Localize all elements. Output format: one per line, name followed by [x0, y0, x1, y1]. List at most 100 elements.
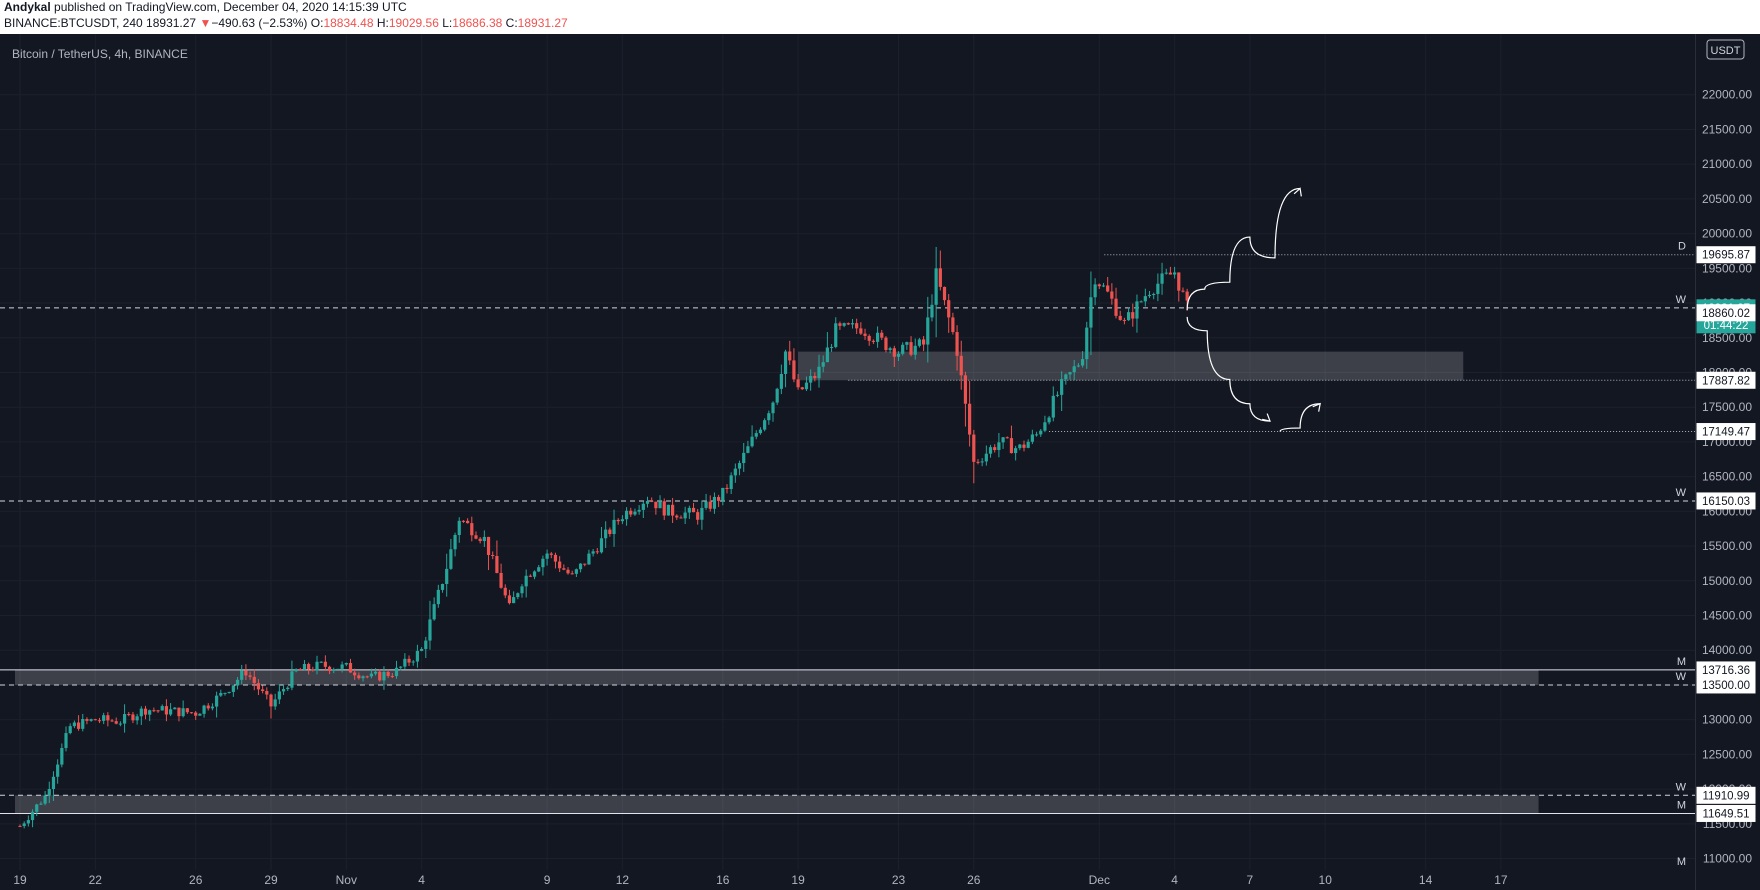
candle-body — [1018, 444, 1022, 449]
candle-body — [783, 351, 788, 374]
x-tick-label: 7 — [1247, 873, 1254, 887]
candle-body — [428, 619, 432, 641]
candle-body — [219, 692, 223, 696]
candle-body — [89, 719, 93, 721]
level-price-label — [1696, 246, 1756, 264]
candle-body — [382, 671, 386, 681]
candle-body — [804, 382, 809, 390]
author-name[interactable]: Andykal — [4, 0, 51, 14]
projection-up-arrow-head — [1293, 187, 1302, 197]
candle-body — [223, 692, 227, 694]
candle-body — [650, 500, 654, 502]
candle-body — [298, 669, 302, 671]
candle-body — [1185, 291, 1189, 301]
x-tick-label: 14 — [1419, 873, 1433, 887]
candle-body — [968, 403, 972, 435]
candle-body — [1026, 441, 1030, 448]
candle-body — [909, 342, 913, 355]
candle-body — [549, 553, 553, 555]
level-price-label-text: 17887.82 — [1702, 375, 1750, 387]
open-label: O: — [310, 16, 324, 30]
candle-body — [365, 676, 369, 678]
candle-body — [679, 517, 683, 519]
candle-body — [566, 569, 570, 574]
candle-body — [466, 520, 470, 524]
level-price-label — [1696, 786, 1756, 804]
support-zone — [798, 351, 1464, 381]
currency-badge[interactable] — [1706, 39, 1745, 60]
ohlc-line: BINANCE:BTCUSDT, 240 18931.27 ▼−490.63 (… — [4, 16, 568, 31]
symbol-label[interactable]: BINANCE:BTCUSDT, 240 — [4, 16, 143, 30]
candle-body — [859, 328, 863, 334]
candle-body — [963, 375, 968, 404]
candle-body — [407, 658, 411, 663]
candle-body — [574, 569, 578, 574]
candle-body — [997, 442, 1001, 451]
candle-body — [361, 676, 365, 679]
candle-body — [432, 604, 436, 620]
candle-body — [185, 708, 189, 713]
candle-body — [93, 719, 97, 721]
candle-body — [256, 683, 261, 690]
candle-body — [524, 575, 528, 587]
candle-body — [541, 558, 545, 568]
candle-body — [671, 504, 675, 516]
candle-body — [800, 387, 804, 390]
candle-body — [97, 720, 102, 722]
level-price-label-text: 16150.03 — [1702, 496, 1750, 508]
candle-body — [637, 509, 641, 512]
candle-body — [850, 323, 855, 325]
time-axis[interactable]: 19 22 26 29 Nov 4 9 12 16 19 23 26 Dec 4 7 10 14 17 — [13, 873, 1508, 887]
candle-body — [386, 671, 390, 676]
candle-body — [281, 689, 286, 692]
candle-body — [357, 675, 361, 679]
candle-body — [1173, 272, 1177, 275]
candle-body — [767, 413, 771, 421]
x-tick-label: 12 — [616, 873, 630, 887]
candle-body — [286, 687, 290, 690]
candle-body — [18, 825, 22, 827]
candle-body — [558, 561, 562, 569]
candle-body — [373, 671, 378, 674]
candle-body — [1147, 294, 1152, 297]
level-price-label-text: 11910.99 — [1702, 790, 1749, 802]
x-tick-label: 9 — [544, 873, 551, 887]
projection-rebound-arrow — [1279, 403, 1321, 432]
y-tick-label: 15000.00 — [1702, 574, 1752, 588]
candle-body — [319, 661, 323, 663]
candle-body — [461, 520, 466, 522]
candle-body — [972, 434, 976, 462]
candle-body — [512, 597, 516, 604]
candle-body — [712, 496, 717, 509]
candle-body — [332, 669, 336, 671]
candle-body — [616, 519, 620, 522]
candle-body — [980, 461, 984, 463]
candle-body — [1089, 297, 1093, 328]
candle-body — [244, 670, 248, 676]
projection-down-arrow — [1186, 316, 1270, 422]
price-axis[interactable]: 11000.0011500.0012000.0012500.0013000.00… — [1702, 88, 1752, 866]
level-price-label — [1696, 423, 1756, 441]
candle-body — [81, 719, 85, 729]
candle-body — [189, 712, 194, 714]
candle-body — [754, 433, 758, 437]
y-tick-label: 16500.00 — [1702, 470, 1752, 484]
candle-body — [1097, 284, 1101, 287]
y-tick-label: 19500.00 — [1702, 261, 1752, 275]
candle-body — [708, 501, 712, 509]
candle-body — [875, 332, 880, 342]
candle-body — [951, 317, 955, 333]
candles — [18, 246, 1189, 829]
candle-body — [110, 720, 114, 722]
candle-body — [562, 568, 566, 570]
candle-body — [855, 323, 859, 329]
candle-body — [1126, 312, 1131, 321]
candle-body — [22, 823, 26, 827]
candle-body — [424, 640, 428, 649]
candle-body — [231, 685, 235, 692]
candle-body — [821, 362, 825, 367]
candle-body — [503, 587, 507, 596]
candle-body — [252, 676, 256, 684]
candle-body — [955, 332, 959, 356]
